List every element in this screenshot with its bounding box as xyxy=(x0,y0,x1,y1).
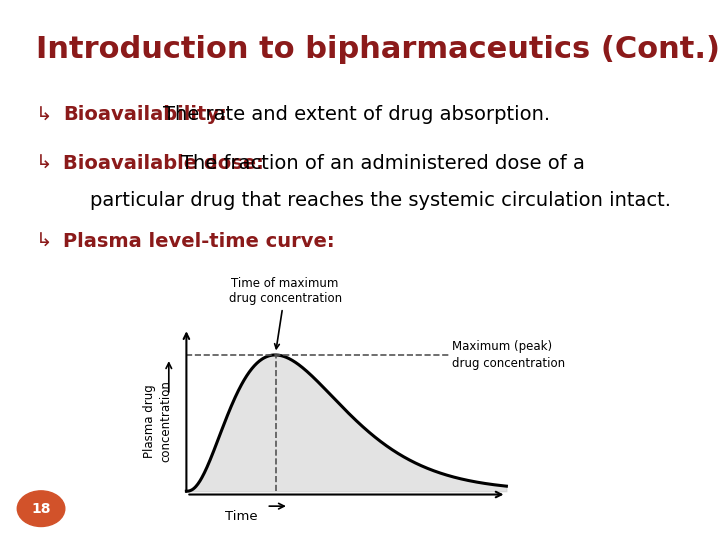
Text: particular drug that reaches the systemic circulation intact.: particular drug that reaches the systemi… xyxy=(90,191,671,210)
Text: ↳: ↳ xyxy=(36,232,53,251)
Text: ↳: ↳ xyxy=(36,154,53,173)
Text: Plasma drug
concentration: Plasma drug concentration xyxy=(143,381,173,462)
Text: The rate and extent of drug absorption.: The rate and extent of drug absorption. xyxy=(163,105,550,124)
Text: Maximum (peak)
drug concentration: Maximum (peak) drug concentration xyxy=(452,340,565,370)
Text: Bioavailability:: Bioavailability: xyxy=(63,105,228,124)
Circle shape xyxy=(17,491,65,526)
Text: Time of maximum
drug concentration: Time of maximum drug concentration xyxy=(228,277,342,349)
Text: Plasma level-time curve:: Plasma level-time curve: xyxy=(63,232,335,251)
Text: 18: 18 xyxy=(31,502,51,516)
Text: Bioavailable dose:: Bioavailable dose: xyxy=(63,154,264,173)
Text: ↳: ↳ xyxy=(36,105,53,124)
Text: Introduction to bipharmaceutics (Cont.):: Introduction to bipharmaceutics (Cont.): xyxy=(36,35,720,64)
Text: The fraction of an administered dose of a: The fraction of an administered dose of … xyxy=(181,154,585,173)
Text: Time: Time xyxy=(225,510,258,523)
